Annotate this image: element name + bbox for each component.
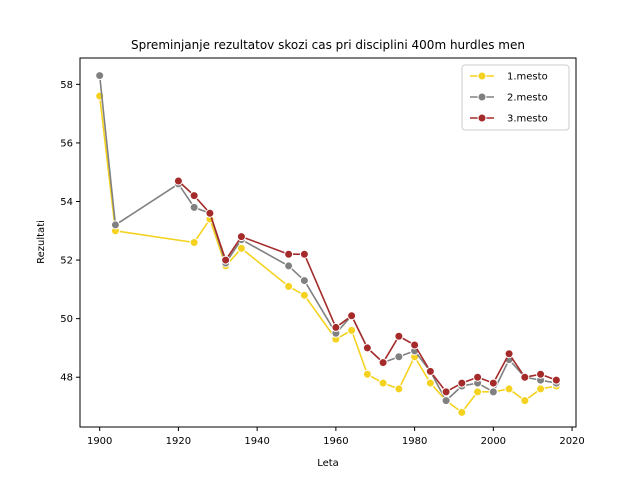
data-point [488, 378, 498, 388]
data-point [410, 340, 420, 350]
legend-label: 3.mesto [507, 114, 548, 125]
data-point [284, 249, 294, 259]
y-tick-label: 54 [60, 197, 73, 208]
data-point [284, 281, 294, 291]
data-point [488, 387, 498, 397]
y-axis: 48 50 52 54 56 58 [60, 80, 80, 384]
data-point [284, 261, 294, 271]
x-axis-label: Leta [317, 458, 339, 469]
data-point [536, 369, 546, 379]
data-point [551, 375, 561, 385]
x-tick-label: 2020 [559, 436, 584, 447]
chart-title: Spreminjanje rezultatov skozi cas pri di… [131, 38, 525, 52]
data-point [173, 176, 183, 186]
legend-marker [477, 113, 487, 123]
data-point [205, 208, 215, 218]
data-point [457, 378, 467, 388]
legend-label: 1.mesto [507, 72, 548, 83]
plot-area [95, 71, 561, 417]
data-point [362, 343, 372, 353]
x-tick-label: 1960 [323, 436, 348, 447]
data-point [457, 407, 467, 417]
legend-marker [477, 71, 487, 81]
data-point [425, 366, 435, 376]
data-point [394, 352, 404, 362]
series-3 [173, 176, 561, 397]
data-point [394, 331, 404, 341]
data-point [236, 243, 246, 253]
data-point [425, 378, 435, 388]
data-point [189, 202, 199, 212]
data-point [520, 396, 530, 406]
data-point [378, 358, 388, 368]
data-point [378, 378, 388, 388]
data-point [221, 255, 231, 265]
data-point [536, 384, 546, 394]
data-point [331, 322, 341, 332]
series-line [177, 180, 557, 393]
plot-frame [79, 57, 577, 428]
data-point [504, 384, 514, 394]
data-point [110, 220, 120, 230]
x-axis: 1900 1920 1940 1960 1980 2000 2020 [87, 427, 585, 447]
x-tick-label: 1920 [166, 436, 191, 447]
x-tick-label: 1980 [402, 436, 427, 447]
data-point [299, 249, 309, 259]
data-point [347, 325, 357, 335]
legend-label: 2.mesto [507, 93, 548, 104]
data-point [473, 387, 483, 397]
data-point [441, 396, 451, 406]
data-point [236, 232, 246, 242]
data-point [394, 384, 404, 394]
data-point [95, 71, 105, 81]
data-point [299, 290, 309, 300]
data-point [473, 372, 483, 382]
data-point [347, 311, 357, 321]
legend-box [461, 64, 570, 131]
y-tick-label: 50 [60, 314, 73, 325]
y-tick-label: 48 [60, 373, 73, 384]
y-tick-label: 56 [60, 138, 73, 149]
y-tick-label: 58 [60, 80, 73, 91]
y-tick-label: 52 [60, 256, 73, 267]
x-tick-label: 1940 [244, 436, 269, 447]
data-point [362, 369, 372, 379]
data-point [441, 387, 451, 397]
x-tick-label: 1900 [87, 436, 112, 447]
x-tick-label: 2000 [481, 436, 506, 447]
data-point [189, 238, 199, 247]
data-point [520, 372, 530, 382]
data-point [189, 191, 199, 201]
y-axis-label: Rezultati [36, 220, 47, 264]
data-point [299, 276, 309, 286]
data-point [504, 349, 514, 359]
legend-marker [477, 92, 487, 102]
legend: 1.mesto 2.mesto 3.mesto [461, 64, 570, 131]
